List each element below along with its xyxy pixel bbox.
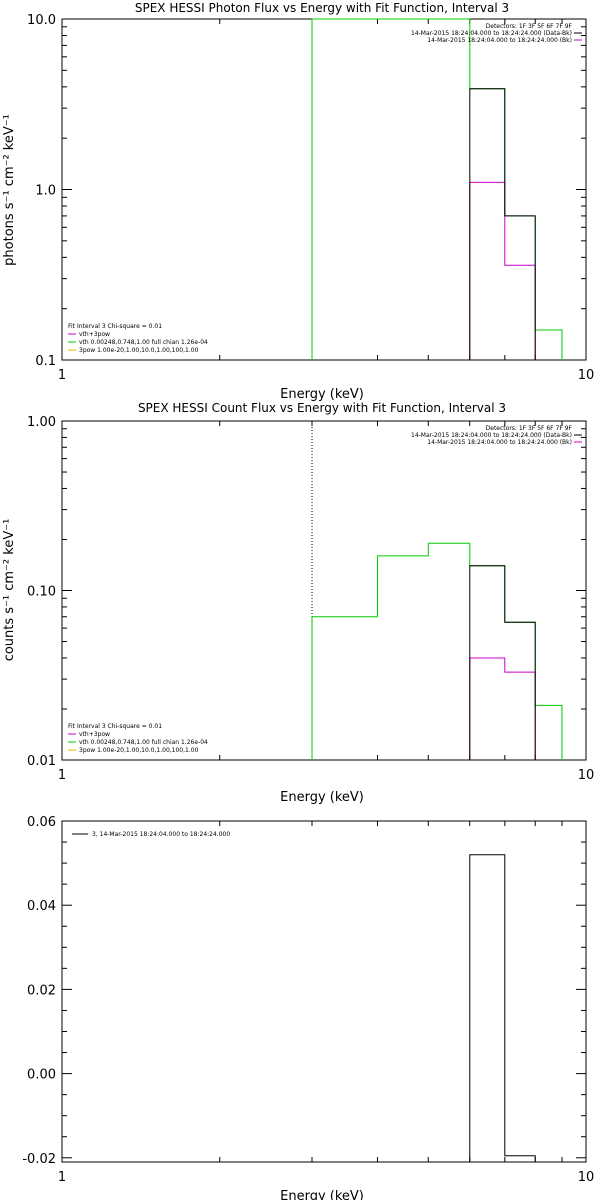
x-axis-label: Energy (keV): [280, 790, 364, 805]
y-tick-label: 1.00: [27, 415, 56, 430]
legend-label: Fit Interval 3 Chi-square = 0.01: [68, 323, 162, 330]
legend-left: Fit Interval 3 Chi-square = 0.01vth+3pow…: [68, 723, 208, 754]
y-tick-label: 0.04: [27, 899, 56, 914]
y-tick-label: 0.02: [27, 983, 56, 998]
y-tick-label: 1.0: [35, 184, 56, 199]
tick-group: 1 10 0.1 1.0 10.0: [27, 13, 594, 383]
legend-label: vth 0.00248,0.748,1.00 full chian 1.26e-…: [79, 339, 208, 346]
count-flux-panel: SPEX HESSI Count Flux vs Energy with Fit…: [2, 401, 594, 805]
y-tick-label: 0.06: [27, 815, 56, 830]
chart-title: SPEX HESSI Photon Flux vs Energy with Fi…: [135, 1, 509, 15]
y-tick-label: -0.02: [22, 1152, 56, 1167]
legend-label: 3, 14-Mar-2015 18:24:04.000 to 18:24:24.…: [92, 831, 230, 838]
x-axis-label: Energy (keV): [280, 387, 364, 402]
tick-group: 1 10 0.01 0.10 1.00: [27, 415, 594, 783]
series-vth-3pow: [311, 18, 563, 360]
x-tick-label: 10: [578, 768, 595, 783]
x-tick-label: 10: [578, 368, 595, 383]
y-tick-label: 0.1: [35, 354, 56, 369]
y-axis-label: photons s⁻¹ cm⁻² keV⁻¹: [2, 114, 17, 266]
plot-frame: [61, 820, 587, 1163]
plot-frame: [61, 420, 587, 761]
legend-label: vth+3pow: [79, 731, 110, 738]
legend-left: Fit Interval 3 Chi-square = 0.01vth+3pow…: [68, 323, 208, 354]
x-axis-label: Energy (keV): [280, 1189, 364, 1200]
series-vth-3pow: [311, 542, 563, 760]
x-tick-label: 1: [58, 768, 66, 783]
legend-label: Detectors: 1F 3F 5F 6F 7F 9F: [486, 425, 573, 432]
y-tick-label: 10.0: [27, 13, 56, 28]
x-tick-label: 1: [58, 1170, 66, 1185]
series-3-14-mar-2015-18-24-04-000-to-18-24-24-000: [469, 854, 536, 1162]
legend-label: 14-Mar-2015 18:24:04.000 to 18:24:24.000…: [427, 439, 572, 446]
series-data-bk: [469, 565, 536, 760]
legend-label: 14-Mar-2015 18:24:04.000 to 18:24:24.000…: [411, 30, 572, 37]
x-tick-label: 10: [578, 1170, 595, 1185]
photon-flux-panel: SPEX HESSI Photon Flux vs Energy with Fi…: [2, 1, 594, 402]
series-data-bk: [469, 88, 536, 360]
legend-top: 3, 14-Mar-2015 18:24:04.000 to 18:24:24.…: [72, 831, 230, 838]
plot-frame: [61, 18, 587, 361]
legend-right: Detectors: 1F 3F 5F 6F 7F 9F14-Mar-2015 …: [411, 425, 582, 446]
legend-label: 14-Mar-2015 18:24:04.000 to 18:24:24.000…: [411, 432, 572, 439]
marks-group: [469, 854, 536, 1162]
legend-label: vth+3pow: [79, 331, 110, 338]
marks-group: [311, 421, 563, 760]
y-axis-label: counts s⁻¹ cm⁻² keV⁻¹: [2, 519, 17, 662]
y-tick-label: 0.10: [27, 585, 56, 600]
legend-label: vth 0.00248,0.748,1.00 full chian 1.26e-…: [79, 739, 208, 746]
legend-label: 14-Mar-2015 18:24:04.000 to 18:24:24.000…: [427, 37, 572, 44]
tick-group: 1 10 -0.02 0.00 0.02 0.04 0.06: [22, 815, 594, 1185]
legend-label: Fit Interval 3 Chi-square = 0.01: [68, 723, 162, 730]
legend-label: Detectors: 1F 3F 5F 6F 7F 9F: [486, 23, 573, 30]
residual-panel: 1 10 -0.02 0.00 0.02 0.04 0.06 Energy (keV) 3,…: [22, 815, 594, 1200]
legend-label: 3pow 1.00e-20,1.00,10.0,1.00,100,1.00: [79, 347, 199, 354]
chart-title: SPEX HESSI Count Flux vs Energy with Fit…: [138, 401, 506, 415]
series-bk: [469, 181, 536, 360]
y-tick-label: 0.01: [27, 754, 56, 769]
x-tick-label: 1: [58, 368, 66, 383]
legend-label: 3pow 1.00e-20,1.00,10.0,1.00,100,1.00: [79, 747, 199, 754]
marks-group: [311, 18, 563, 360]
series-bk: [469, 657, 536, 760]
y-tick-label: 0.00: [27, 1068, 56, 1083]
legend-right: Detectors: 1F 3F 5F 6F 7F 9F14-Mar-2015 …: [411, 23, 582, 44]
